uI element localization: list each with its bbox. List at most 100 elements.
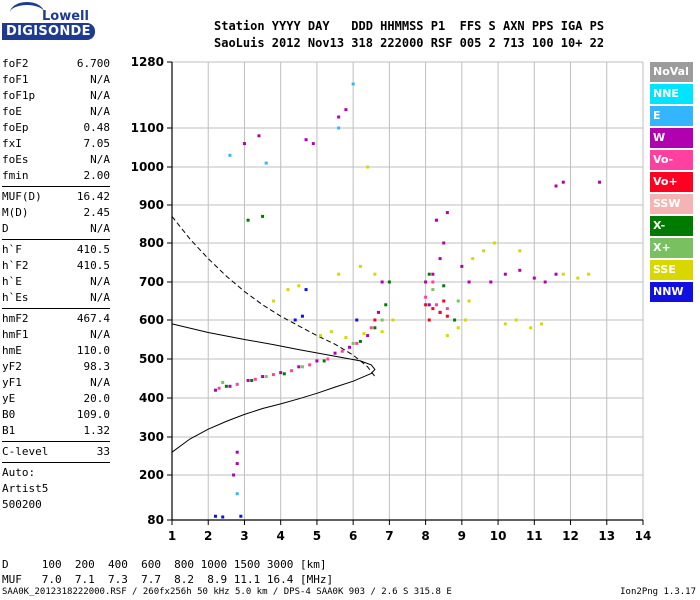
x-tick-label: 13 xyxy=(598,529,615,543)
echo-point xyxy=(431,280,435,284)
param-separator xyxy=(2,186,110,187)
param-key: MUF(D) xyxy=(2,190,42,203)
x-tick-label: 12 xyxy=(562,529,579,543)
echo-point xyxy=(373,318,377,322)
y-tick-label: 300 xyxy=(139,430,164,444)
echo-point xyxy=(427,272,431,276)
param-key: B0 xyxy=(2,408,16,421)
echo-point xyxy=(351,82,355,86)
param-value: N/A xyxy=(90,222,110,235)
muf-value-row: MUF 7.0 7.1 7.3 7.7 8.2 8.9 11.1 16.4 [M… xyxy=(2,573,334,586)
echo-point xyxy=(431,272,435,276)
param-key: hmF2 xyxy=(2,312,29,325)
x-tick-label: 11 xyxy=(526,529,543,543)
echo-point xyxy=(424,303,428,307)
param-key: yE xyxy=(2,392,16,405)
version-label: Ion2Png 1.3.17 xyxy=(620,587,696,597)
logo-arc xyxy=(10,2,44,23)
echo-point xyxy=(261,375,265,379)
echo-point xyxy=(387,280,391,284)
param-value: 6.700 xyxy=(76,57,110,70)
param-key: M(D) xyxy=(2,206,29,219)
echo-point xyxy=(337,126,341,130)
param-key: foEs xyxy=(2,153,29,166)
echo-point xyxy=(308,363,312,367)
echo-point xyxy=(456,326,460,330)
echo-point xyxy=(235,382,239,386)
echo-point xyxy=(358,264,362,268)
echo-point xyxy=(221,380,225,384)
echo-point xyxy=(246,378,250,382)
param-row: hmE 110.0 xyxy=(2,343,110,359)
legend-item: NoVal xyxy=(650,62,693,82)
param-value: 7.05 xyxy=(83,137,111,150)
param-value: 98.3 xyxy=(83,360,111,373)
param-row: h`F2 410.5 xyxy=(2,258,110,274)
echo-point xyxy=(445,307,449,311)
echo-point xyxy=(532,276,536,280)
echo-point xyxy=(300,314,304,318)
x-tick-label: 8 xyxy=(421,529,429,543)
echo-point xyxy=(362,332,366,336)
param-row: h`E N/A xyxy=(2,274,110,290)
legend-item: NNE xyxy=(650,84,693,104)
param-row: hmF1 N/A xyxy=(2,327,110,343)
echo-point xyxy=(329,330,333,334)
echo-point xyxy=(224,384,228,388)
param-key: foF1p xyxy=(2,89,36,102)
echo-point xyxy=(427,318,431,322)
x-tick-label: 7 xyxy=(385,529,393,543)
echo-point xyxy=(366,334,370,338)
echo-point xyxy=(438,257,442,261)
echo-point xyxy=(319,334,323,338)
echo-point xyxy=(438,310,442,314)
echo-point xyxy=(279,371,283,375)
echo-point xyxy=(384,303,388,307)
echo-point xyxy=(232,473,236,477)
echo-point xyxy=(460,264,464,268)
echo-point xyxy=(355,341,359,345)
echo-point xyxy=(380,330,384,334)
param-value: 16.42 xyxy=(76,190,110,203)
echo-point xyxy=(445,334,449,338)
param-row: h`F 410.5 xyxy=(2,242,110,258)
echo-point xyxy=(576,276,580,280)
echo-point xyxy=(297,284,301,288)
echo-point xyxy=(261,214,265,218)
echo-point xyxy=(431,307,435,311)
legend-item: NNW xyxy=(650,282,693,302)
param-value: N/A xyxy=(90,89,110,102)
scaled-parameters-panel: foF2 6.700 foF1 N/A foF1p N/A foE N/A foEp 0.48 fx… xyxy=(2,56,110,513)
y-tick-label: 400 xyxy=(139,391,164,405)
legend-item: X- xyxy=(650,216,693,236)
echo-point xyxy=(373,272,377,276)
echo-point xyxy=(358,339,362,343)
param-row: foF1p N/A xyxy=(2,88,110,104)
x-tick-label: 5 xyxy=(313,529,321,543)
echo-point xyxy=(503,272,507,276)
echo-point xyxy=(228,153,232,157)
legend-item: SSW xyxy=(650,194,693,214)
muf-distance-row: D 100 200 400 600 800 1000 1500 3000 [km… xyxy=(2,558,327,571)
param-row: C-level 33 xyxy=(2,444,110,460)
echo-point xyxy=(529,326,533,330)
echo-point xyxy=(213,388,217,392)
header-line-1: Station YYYY DAY DDD HHMMSS P1 FFS S AXN… xyxy=(214,19,605,33)
echo-point xyxy=(471,257,475,261)
echo-point xyxy=(431,288,435,292)
param-row: yF1 N/A xyxy=(2,375,110,391)
param-row: B0 109.0 xyxy=(2,407,110,423)
echo-point xyxy=(290,369,294,373)
echo-point xyxy=(369,326,373,330)
echo-point xyxy=(380,318,384,322)
param-key: fxI xyxy=(2,137,22,150)
echo-point xyxy=(264,375,268,379)
echo-point xyxy=(235,492,239,496)
echo-point xyxy=(257,134,261,138)
param-key: foEp xyxy=(2,121,29,134)
echo-point xyxy=(482,249,486,253)
legend-item: Vo+ xyxy=(650,172,693,192)
y-tick-label: 1100 xyxy=(131,121,164,135)
echo-point xyxy=(340,349,344,353)
param-text: Auto: xyxy=(2,466,36,479)
